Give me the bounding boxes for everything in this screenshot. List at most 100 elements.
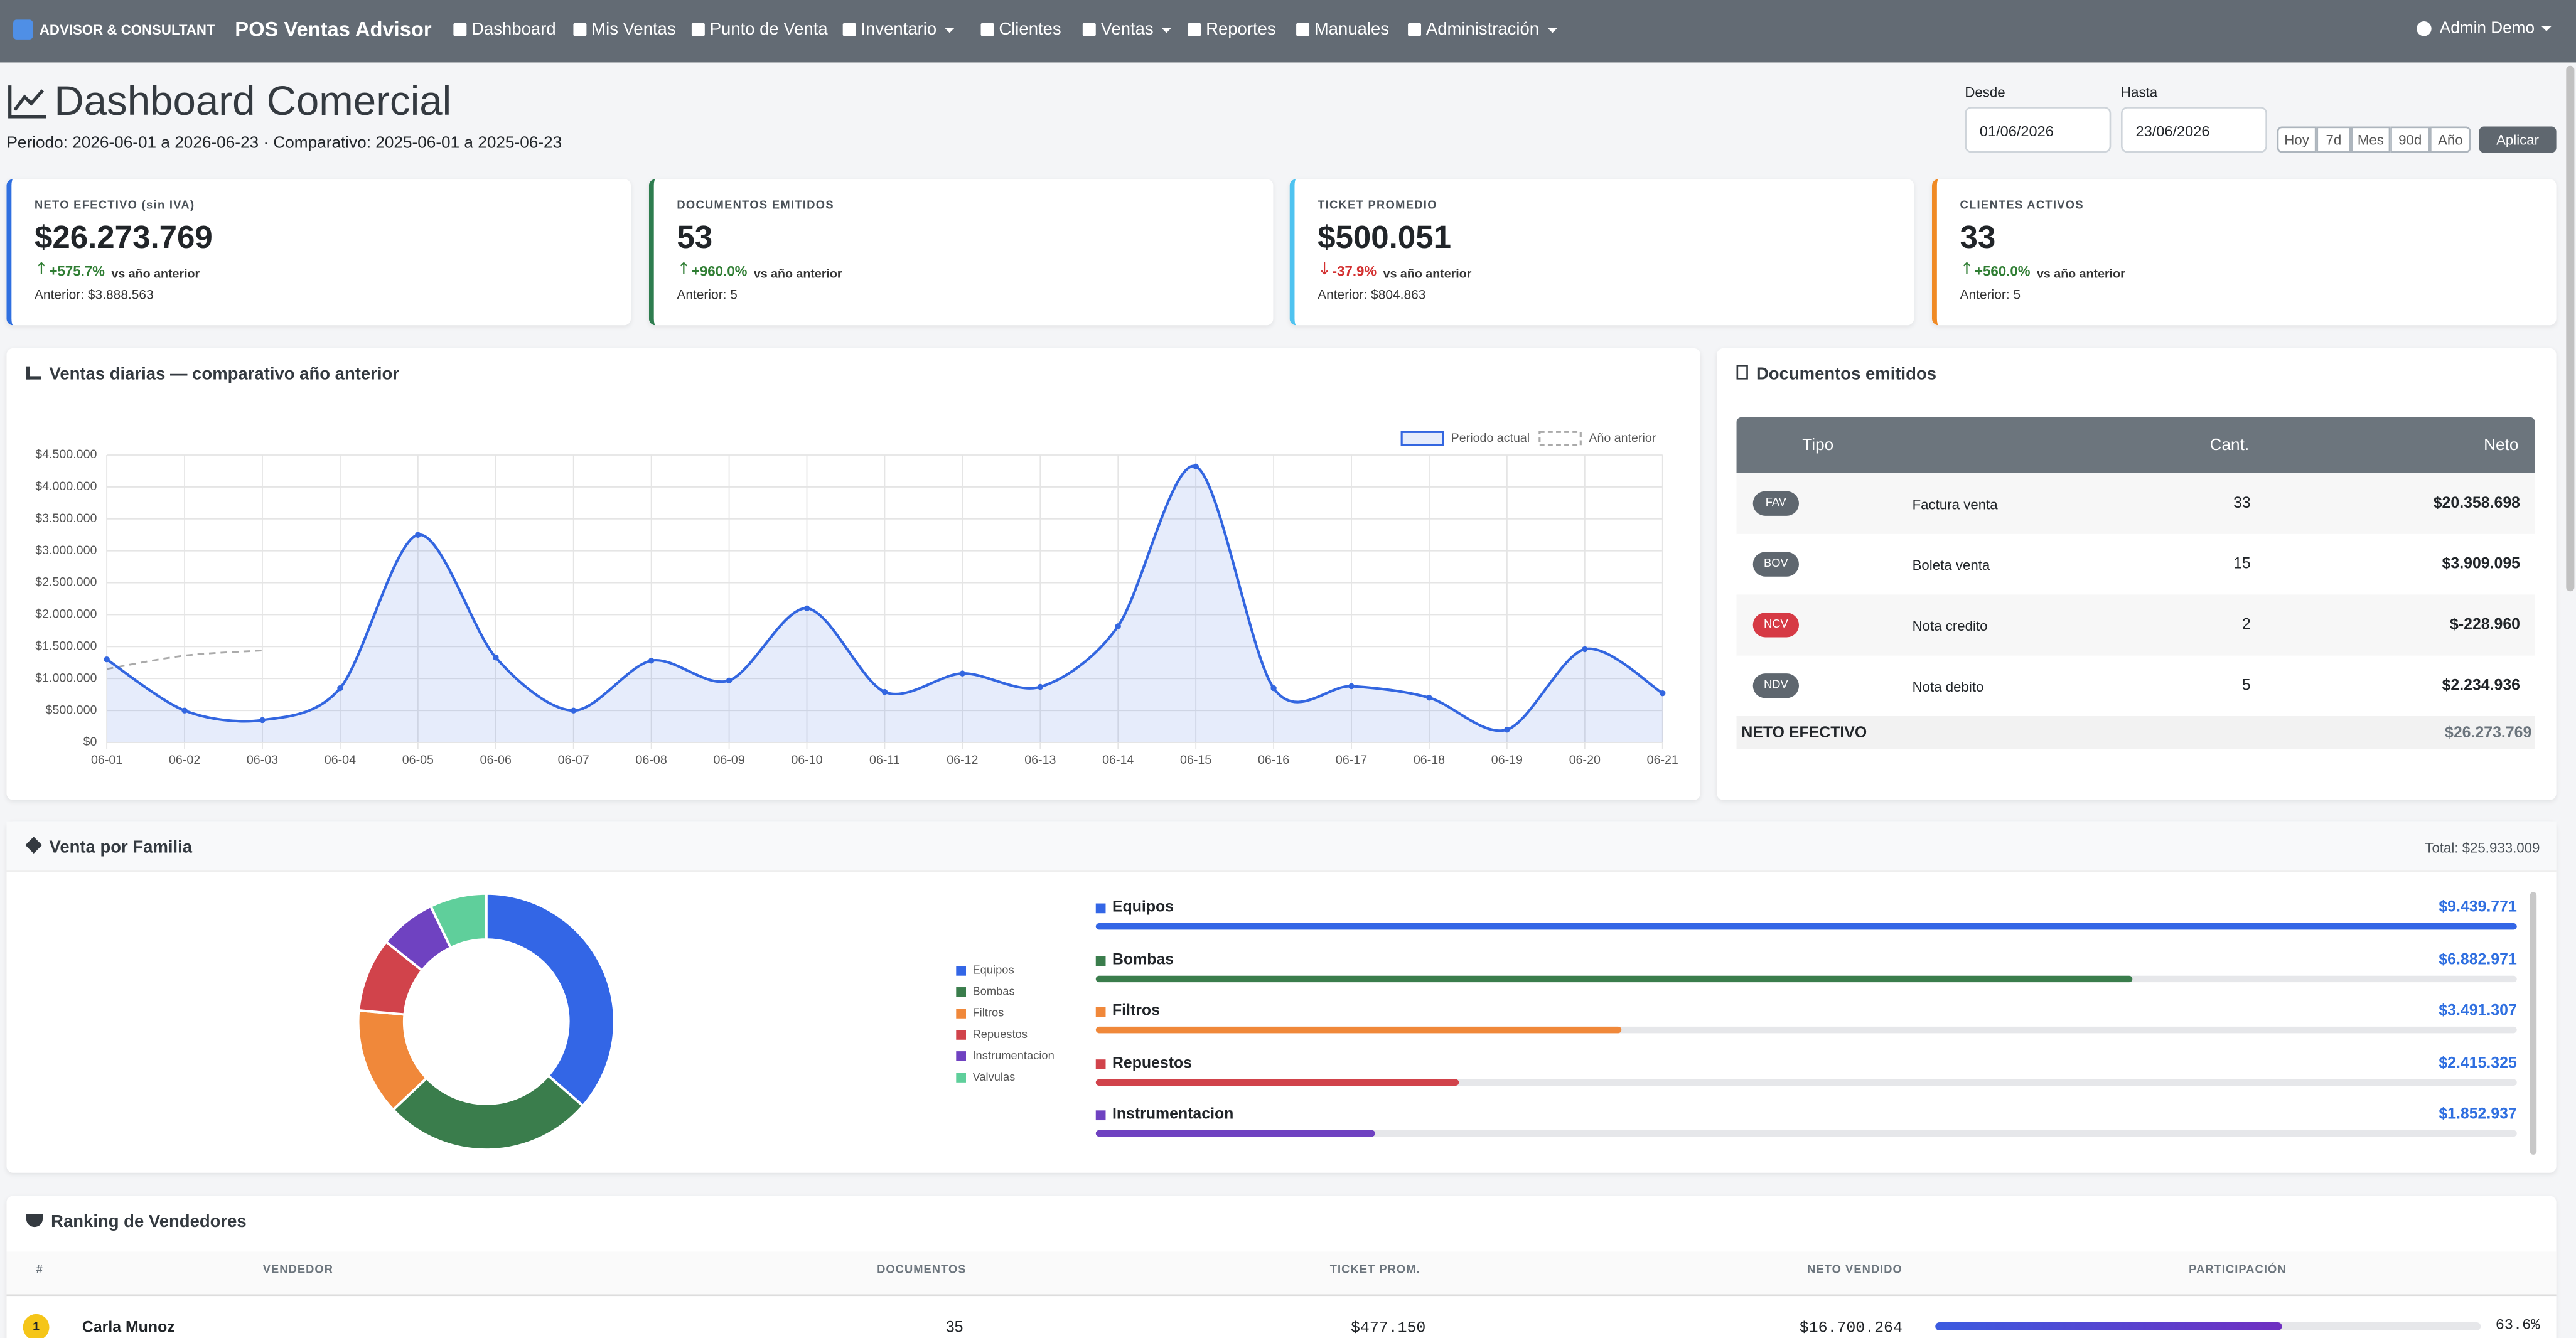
point	[1504, 726, 1510, 733]
family-bar	[1095, 923, 2517, 930]
legend-label: Año anterior	[1589, 431, 1656, 445]
to-value: 23/06/2026	[2135, 123, 2210, 140]
user-menu[interactable]: Admin Demo	[2440, 19, 2552, 38]
nav-item[interactable]: Inventario	[861, 19, 955, 40]
kpi-vs: vs año anterior	[2036, 265, 2125, 281]
col-header: #	[36, 1265, 43, 1276]
line	[106, 650, 263, 670]
doc-badge: NDV	[1752, 673, 1799, 698]
kpi-label: DOCUMENTOS EMITIDOS	[677, 200, 834, 212]
point	[1660, 690, 1666, 697]
doc-badge: FAV	[1752, 491, 1799, 516]
y-tick-label: $3.500.000	[35, 511, 97, 525]
family-name: Filtros	[1112, 1002, 1160, 1020]
caret	[945, 27, 955, 33]
sales-card: Ventas diarias — comparativo año anterio…	[6, 348, 1700, 800]
kpi-change: +960.0%	[691, 262, 748, 279]
range-button[interactable]: Hoy	[2277, 126, 2317, 153]
family-bar	[1095, 1079, 1460, 1086]
donut-slice	[485, 892, 616, 1108]
col-header: Neto	[2484, 437, 2519, 456]
share-label: 63.6%	[2495, 1317, 2540, 1334]
title-icon	[8, 85, 46, 119]
x-tick-label: 06-08	[636, 753, 667, 767]
app-name[interactable]: POS Ventas Advisor	[235, 18, 432, 41]
apply-button[interactable]: Aplicar	[2479, 126, 2557, 153]
legend-swatch	[1400, 431, 1444, 446]
family-value: $1.852.937	[2439, 1106, 2517, 1125]
ranking-icon	[26, 1214, 43, 1228]
legend-label: Equipos	[972, 963, 1014, 977]
nav-icon	[980, 23, 994, 36]
y-tick-label: $4.500.000	[35, 447, 97, 461]
range-button[interactable]: 7d	[2316, 126, 2351, 153]
row-bg	[1736, 655, 2535, 718]
nav-item[interactable]: Administración	[1426, 19, 1557, 40]
to-input[interactable]: 23/06/2026	[2120, 107, 2267, 153]
doc-count: 15	[2233, 555, 2251, 574]
x-tick-label: 06-16	[1258, 753, 1289, 767]
col-header: Tipo	[1802, 437, 1834, 456]
documents-title: Documentos emitidos	[1736, 365, 1936, 384]
from-input[interactable]: 01/06/2026	[1965, 107, 2112, 153]
ranking-title: Ranking de Vendedores	[26, 1212, 247, 1232]
family-name: Instrumentacion	[1112, 1106, 1234, 1125]
sales-title: Ventas diarias — comparativo año anterio…	[26, 365, 399, 384]
kpi-change: -37.9%	[1332, 262, 1377, 279]
nav-item[interactable]: Clientes	[999, 19, 1061, 40]
x-tick-label: 06-17	[1336, 753, 1367, 767]
page-scrollbar	[2566, 65, 2575, 592]
brand: ADVISOR & CONSULTANT	[39, 21, 215, 38]
x-tick-label: 06-09	[713, 753, 744, 767]
nav-item[interactable]: Punto de Venta	[709, 19, 828, 40]
legend-label: Bombas	[972, 985, 1014, 998]
x-tick-label: 06-20	[1569, 753, 1601, 767]
navbar: ADVISOR & CONSULTANT POS Ventas Advisor …	[0, 0, 2576, 63]
kpi-value: $500.051	[1318, 220, 1452, 257]
nav-item[interactable]: Mis Ventas	[591, 19, 676, 40]
sales-icon	[26, 366, 41, 380]
doc-badge: BOV	[1752, 552, 1799, 577]
x-tick-label: 06-10	[791, 753, 822, 767]
nav-item[interactable]: Ventas	[1101, 19, 1172, 40]
family-value: $2.415.325	[2439, 1054, 2517, 1073]
x-tick-label: 06-11	[869, 753, 900, 767]
seller-net: $16.700.264	[1799, 1319, 1902, 1337]
doc-count: 2	[2241, 616, 2251, 634]
y-tick-label: $2.500.000	[35, 575, 97, 589]
doc-badge: NCV	[1752, 613, 1799, 638]
x-tick-label: 06-21	[1647, 753, 1678, 767]
ranking-title-text: Ranking de Vendedores	[51, 1212, 247, 1233]
range-button[interactable]: Año	[2430, 126, 2471, 153]
nav-item[interactable]: Manuales	[1314, 19, 1390, 40]
row-bg	[1736, 533, 2535, 597]
point	[104, 656, 110, 663]
y-tick-label: $1.000.000	[35, 671, 97, 685]
kpi-vs: vs año anterior	[753, 265, 842, 281]
brand-logo	[13, 19, 33, 40]
nav-item[interactable]: Dashboard	[471, 19, 556, 40]
doc-name: Boleta venta	[1912, 557, 1990, 574]
nav-icon	[573, 23, 587, 36]
bar-track	[1095, 1079, 2517, 1086]
col-header: PARTICIPACIÓN	[2189, 1265, 2287, 1276]
range-button[interactable]: Mes	[2351, 126, 2391, 153]
family-name: Repuestos	[1112, 1054, 1193, 1073]
doc-name: Nota credito	[1912, 618, 1988, 634]
sales-title-text: Ventas diarias — comparativo año anterio…	[49, 365, 400, 385]
range-button[interactable]: 90d	[2390, 126, 2430, 153]
from-label: Desde	[1965, 83, 2005, 100]
trend-arrow: ↑	[34, 261, 48, 279]
point	[1037, 683, 1044, 690]
rank-badge: 1	[23, 1314, 50, 1338]
row-bg	[1736, 594, 2535, 657]
family-value: $3.491.307	[2439, 1002, 2517, 1020]
doc-name: Factura venta	[1912, 496, 1998, 513]
nav-item[interactable]: Reportes	[1206, 19, 1276, 40]
page-title: Dashboard Comercial	[54, 78, 452, 125]
legend-label: Filtros	[972, 1006, 1004, 1019]
total-label: NETO EFECTIVO	[1741, 724, 1867, 743]
x-tick-label: 06-19	[1491, 753, 1523, 767]
